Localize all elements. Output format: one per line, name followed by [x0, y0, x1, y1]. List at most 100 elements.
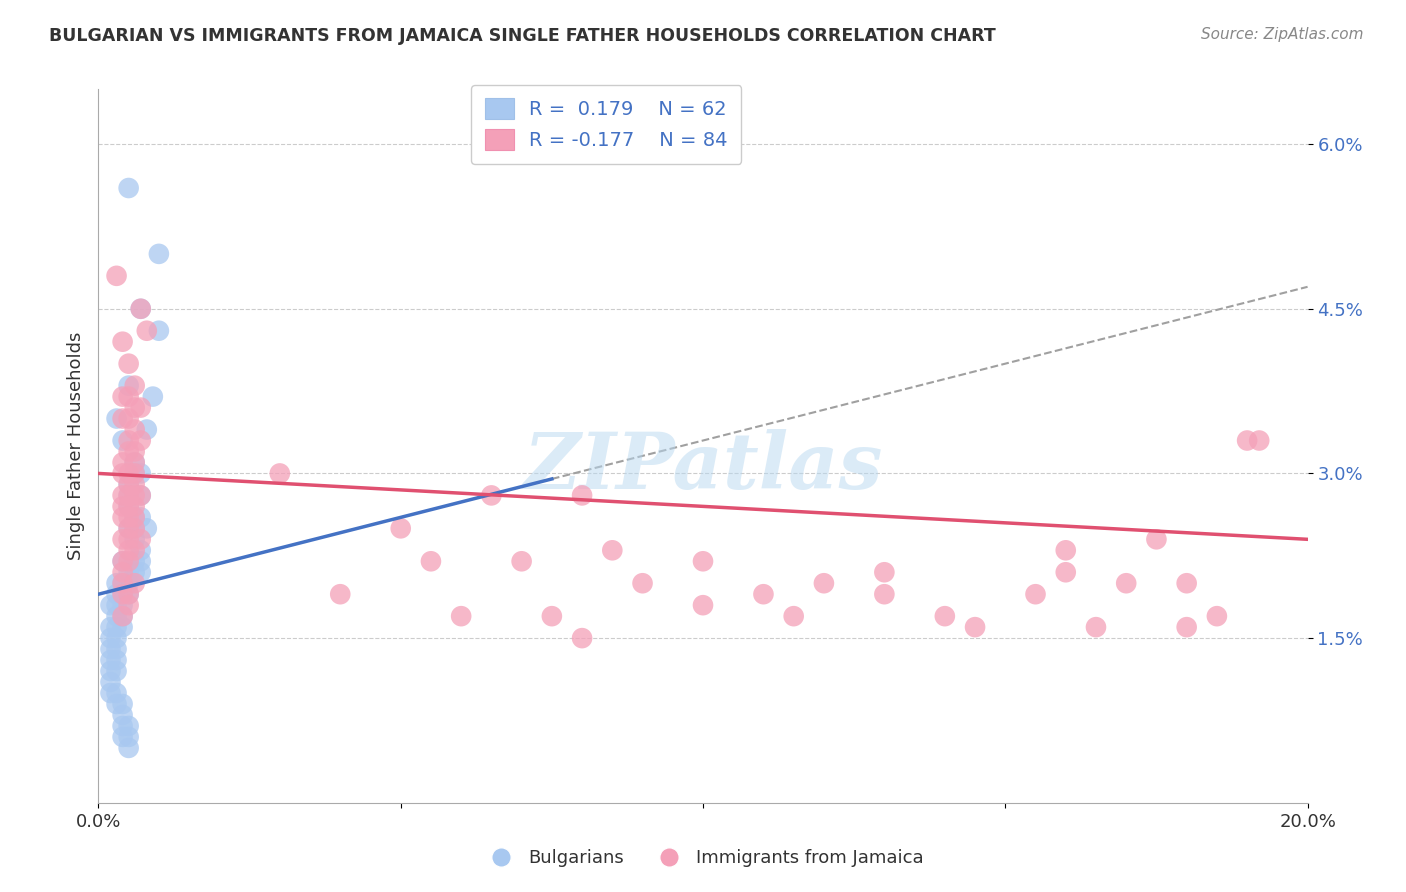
Point	[813, 576, 835, 591]
Point	[389, 521, 412, 535]
Point	[111, 500, 134, 514]
Point	[111, 609, 134, 624]
Point	[118, 378, 141, 392]
Point	[118, 510, 141, 524]
Point	[105, 631, 128, 645]
Point	[450, 609, 472, 624]
Point	[1206, 609, 1229, 624]
Point	[111, 434, 134, 448]
Point	[1175, 620, 1198, 634]
Point	[602, 543, 624, 558]
Point	[510, 554, 533, 568]
Point	[118, 500, 141, 514]
Point	[111, 697, 134, 711]
Point	[1054, 543, 1077, 558]
Point	[124, 477, 146, 491]
Point	[118, 566, 141, 580]
Point	[124, 467, 146, 481]
Point	[111, 488, 134, 502]
Point	[100, 675, 122, 690]
Point	[118, 477, 141, 491]
Point	[129, 488, 152, 502]
Point	[873, 566, 896, 580]
Point	[111, 455, 134, 469]
Point	[118, 740, 141, 755]
Point	[118, 533, 141, 547]
Point	[118, 500, 141, 514]
Point	[124, 521, 146, 535]
Point	[118, 181, 141, 195]
Point	[118, 467, 141, 481]
Point	[111, 554, 134, 568]
Point	[118, 598, 141, 612]
Point	[100, 598, 122, 612]
Point	[692, 554, 714, 568]
Point	[100, 653, 122, 667]
Point	[111, 576, 134, 591]
Point	[124, 510, 146, 524]
Point	[124, 401, 146, 415]
Point	[100, 664, 122, 678]
Point	[1115, 576, 1137, 591]
Point	[118, 587, 141, 601]
Point	[135, 521, 157, 535]
Point	[873, 587, 896, 601]
Point	[571, 631, 593, 645]
Point	[1054, 566, 1077, 580]
Point	[1024, 587, 1046, 601]
Point	[124, 500, 146, 514]
Point	[111, 390, 134, 404]
Point	[111, 587, 134, 601]
Point	[124, 467, 146, 481]
Point	[111, 587, 134, 601]
Point	[129, 488, 152, 502]
Point	[111, 566, 134, 580]
Point	[129, 467, 152, 481]
Point	[100, 642, 122, 657]
Point	[571, 488, 593, 502]
Point	[124, 444, 146, 458]
Point	[111, 730, 134, 744]
Point	[135, 324, 157, 338]
Point	[105, 686, 128, 700]
Point	[135, 423, 157, 437]
Point	[118, 434, 141, 448]
Point	[481, 488, 503, 502]
Point	[1175, 576, 1198, 591]
Point	[631, 576, 654, 591]
Point	[118, 411, 141, 425]
Point	[118, 390, 141, 404]
Point	[111, 554, 134, 568]
Point	[329, 587, 352, 601]
Point	[118, 730, 141, 744]
Point	[129, 510, 152, 524]
Point	[1144, 533, 1167, 547]
Point	[129, 566, 152, 580]
Point	[124, 533, 146, 547]
Point	[105, 576, 128, 591]
Point	[100, 631, 122, 645]
Point	[934, 609, 956, 624]
Point	[118, 543, 141, 558]
Point	[124, 488, 146, 502]
Point	[111, 467, 134, 481]
Text: BULGARIAN VS IMMIGRANTS FROM JAMAICA SINGLE FATHER HOUSEHOLDS CORRELATION CHART: BULGARIAN VS IMMIGRANTS FROM JAMAICA SIN…	[49, 27, 995, 45]
Point	[118, 587, 141, 601]
Point	[105, 587, 128, 601]
Point	[111, 411, 134, 425]
Point	[118, 554, 141, 568]
Point	[124, 566, 146, 580]
Point	[129, 301, 152, 316]
Point	[1249, 434, 1271, 448]
Point	[783, 609, 806, 624]
Point	[118, 719, 141, 733]
Point	[124, 543, 146, 558]
Point	[118, 488, 141, 502]
Point	[118, 444, 141, 458]
Point	[111, 708, 134, 723]
Point	[105, 697, 128, 711]
Point	[269, 467, 291, 481]
Point	[124, 455, 146, 469]
Point	[105, 642, 128, 657]
Point	[142, 390, 165, 404]
